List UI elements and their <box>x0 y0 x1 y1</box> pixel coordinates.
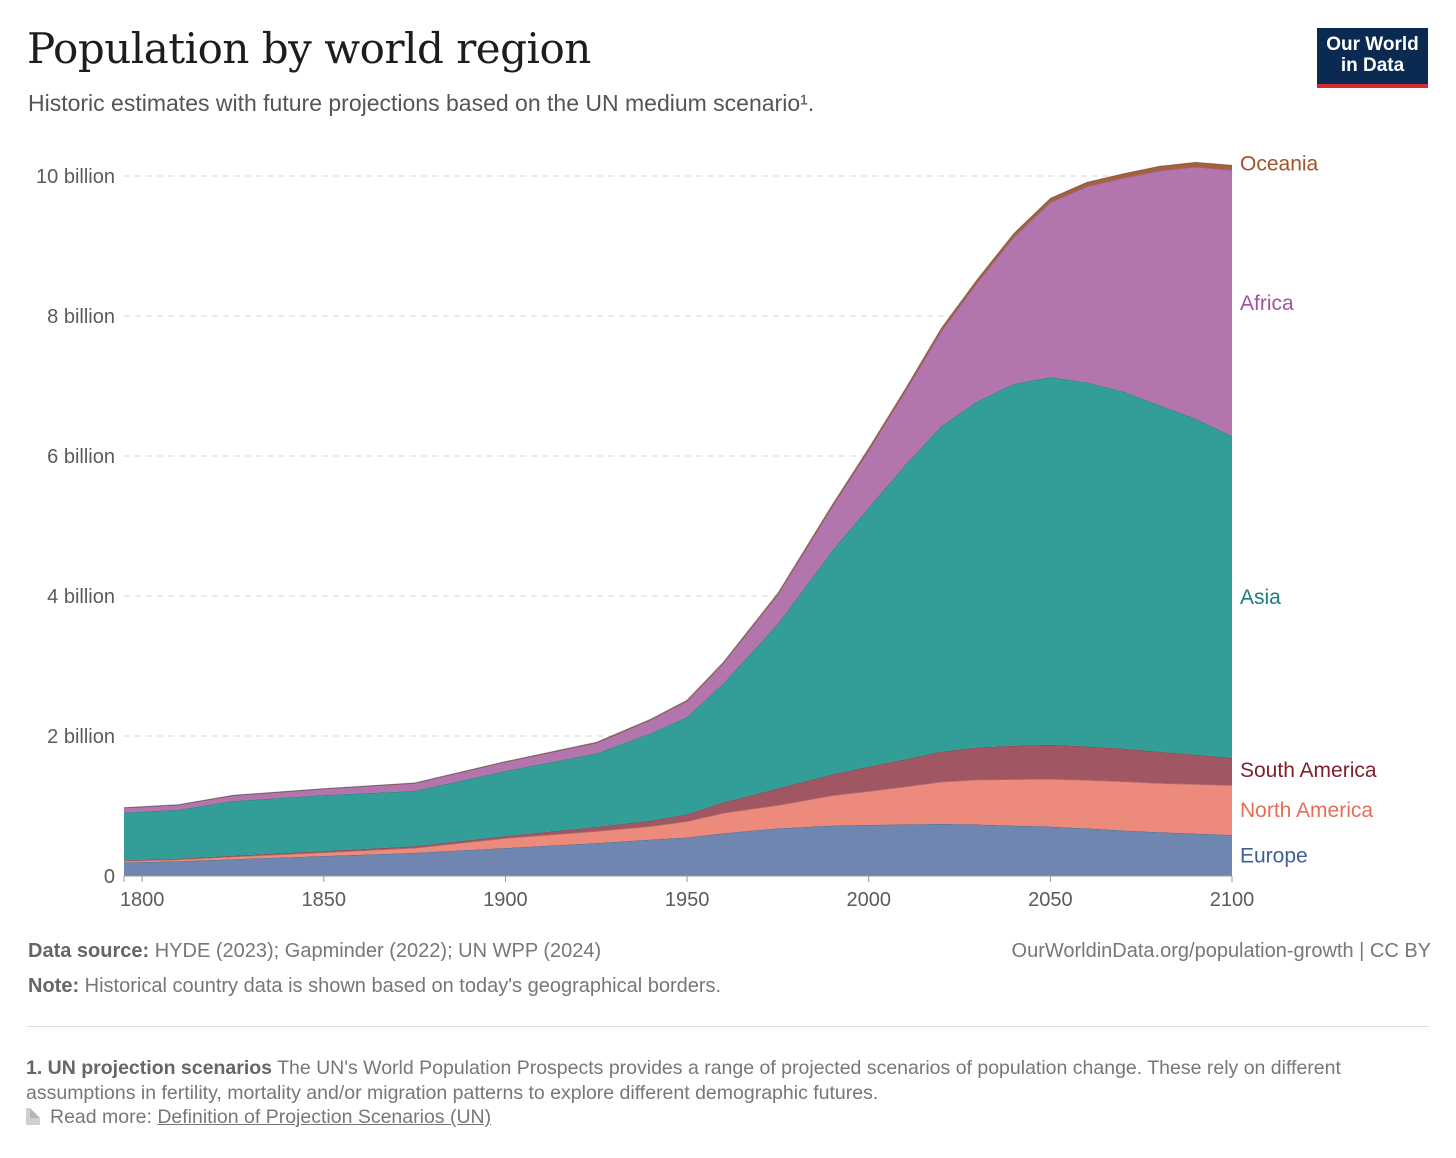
source-label: Data source: <box>28 940 150 962</box>
read-more: Read more: Definition of Projection Scen… <box>26 1106 491 1129</box>
footnote-label: 1. UN projection scenarios <box>26 1057 272 1079</box>
y-tick-label: 4 billion <box>47 586 115 608</box>
note: Note: Historical country data is shown b… <box>28 975 721 998</box>
series-label-europe[interactable]: Europe <box>1240 845 1308 868</box>
y-axis-labels: 0 2 billion 4 billion 6 billion 8 billion 10 … <box>36 166 115 888</box>
area-south-america[interactable] <box>124 744 1232 861</box>
logo-line-1: Our World <box>1326 34 1419 55</box>
series-labels: Oceania Africa Asia South America North Amer… <box>1240 152 1377 867</box>
chart-subtitle: Historic estimates with future projectio… <box>28 90 815 116</box>
note-text: Historical country data is shown based o… <box>79 975 722 997</box>
series-label-oceania[interactable]: Oceania <box>1240 152 1319 175</box>
y-tick-label: 6 billion <box>47 446 115 468</box>
x-axis: 1800 1850 1900 1950 2000 2050 2100 <box>120 875 1255 911</box>
x-tick-label: 1800 <box>120 889 165 911</box>
series-label-south-america[interactable]: South America <box>1240 759 1377 782</box>
series-label-africa[interactable]: Africa <box>1240 292 1294 315</box>
stacked-area-chart: 1800 1850 1900 1950 2000 2050 2100 0 2 billion 4… <box>36 152 1377 911</box>
source-text: HYDE (2023); Gapminder (2022); UN WPP (2… <box>149 940 602 962</box>
series-label-north-america[interactable]: North America <box>1240 799 1373 822</box>
area-europe[interactable] <box>124 823 1232 876</box>
x-tick-label: 2100 <box>1210 889 1255 911</box>
footnote-text: The UN's World Population Prospects prov… <box>26 1057 1341 1104</box>
footnote: 1. UN projection scenarios The UN's Worl… <box>26 1056 1346 1106</box>
area-edge-oceania <box>123 161 1233 809</box>
y-tick-label: 2 billion <box>47 726 115 748</box>
area-north-america[interactable] <box>124 779 1232 863</box>
area-asia[interactable] <box>124 377 1232 861</box>
series-areas <box>123 161 1233 876</box>
x-tick-label: 2000 <box>846 889 891 911</box>
license-link[interactable]: OurWorldinData.org/population-growth | C… <box>1011 940 1431 962</box>
y-tick-label: 0 <box>104 866 115 888</box>
x-tick-label: 1950 <box>665 889 710 911</box>
x-tick-label: 1900 <box>483 889 528 911</box>
divider <box>27 1026 1429 1027</box>
projection-scenarios-link[interactable]: Definition of Projection Scenarios (UN) <box>157 1106 492 1128</box>
logo-line-2: in Data <box>1340 55 1405 76</box>
data-source: Data source: HYDE (2023); Gapminder (202… <box>28 940 601 963</box>
document-icon <box>26 1108 40 1125</box>
chart-title: Population by world region <box>27 24 591 73</box>
series-label-asia[interactable]: Asia <box>1240 586 1281 609</box>
note-label: Note: <box>28 975 80 997</box>
y-tick-label: 10 billion <box>36 166 115 188</box>
area-africa[interactable] <box>124 166 1232 813</box>
owid-logo[interactable]: Our World in Data <box>1317 28 1428 88</box>
x-tick-label: 1850 <box>302 889 347 911</box>
read-more-label: Read more: <box>50 1106 158 1128</box>
y-tick-label: 8 billion <box>47 306 115 328</box>
x-tick-label: 2050 <box>1028 889 1073 911</box>
